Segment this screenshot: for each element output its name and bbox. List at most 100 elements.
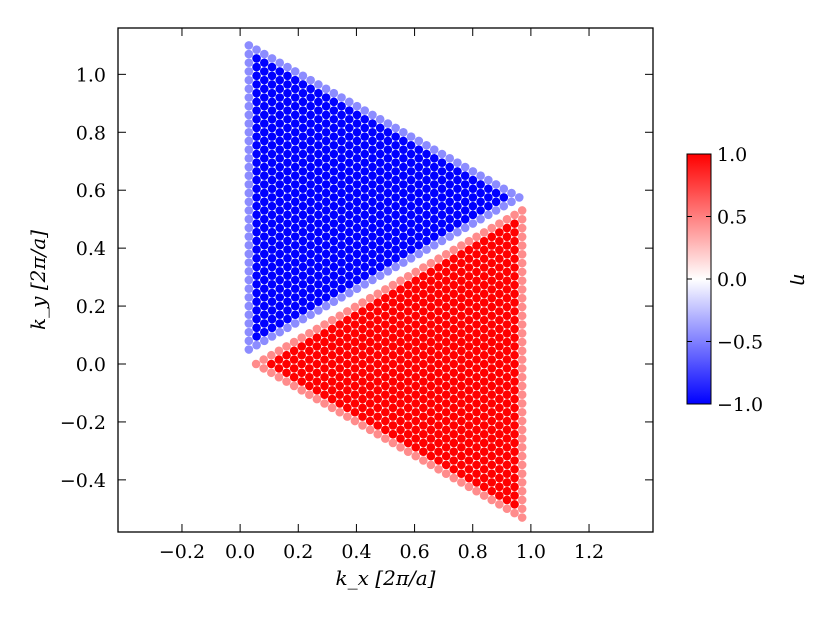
data-point (510, 500, 519, 509)
data-point (298, 184, 308, 194)
data-point (495, 350, 504, 360)
data-point (381, 416, 390, 426)
data-point (320, 399, 329, 408)
data-point (441, 390, 451, 400)
data-point (472, 293, 481, 303)
data-point (479, 421, 489, 430)
data-point (350, 381, 360, 391)
data-point (460, 214, 470, 224)
data-point (259, 214, 269, 224)
data-point (283, 245, 292, 254)
data-point (403, 447, 413, 457)
data-point (426, 267, 436, 277)
data-point (453, 227, 462, 237)
data-point (391, 167, 400, 176)
data-point (411, 443, 421, 452)
data-point (252, 262, 261, 272)
data-point (472, 329, 481, 338)
data-point (275, 67, 285, 76)
data-point (464, 456, 474, 465)
data-point (441, 416, 451, 426)
data-point (244, 93, 254, 102)
data-point (495, 386, 504, 395)
data-point (358, 421, 367, 430)
data-point (314, 210, 323, 220)
data-point (283, 97, 292, 107)
data-point (327, 350, 337, 360)
data-point (457, 364, 466, 373)
data-point (426, 285, 436, 294)
data-point (283, 184, 292, 194)
data-point (352, 284, 362, 293)
data-point (350, 399, 360, 408)
data-point (449, 394, 459, 404)
data-point (290, 171, 300, 181)
data-point (244, 336, 254, 346)
data-point (414, 232, 424, 241)
data-point (406, 227, 416, 237)
data-point (343, 324, 352, 334)
data-point (495, 473, 504, 483)
data-point (344, 219, 354, 228)
data-point (502, 460, 512, 470)
data-point (252, 175, 261, 185)
data-point (391, 158, 400, 167)
y-tick-label: −0.2 (60, 412, 106, 434)
data-point (312, 359, 322, 369)
colorbar-label: η (789, 273, 813, 285)
data-point (426, 302, 436, 312)
data-point (479, 298, 489, 307)
data-point (306, 93, 315, 102)
data-point (399, 188, 408, 198)
data-point (479, 429, 489, 439)
data-point (457, 302, 466, 312)
data-point (391, 262, 400, 272)
data-point (429, 240, 439, 250)
data-point (434, 350, 443, 360)
data-point (344, 262, 354, 272)
data-point (352, 214, 362, 224)
data-point (365, 399, 375, 408)
data-point (449, 315, 459, 325)
data-point (329, 253, 339, 263)
data-point (457, 469, 466, 478)
data-point (403, 324, 413, 334)
data-point (487, 276, 497, 285)
data-point (252, 80, 261, 89)
data-point (267, 132, 277, 141)
data-point (352, 240, 362, 250)
data-point (464, 377, 474, 386)
data-point (283, 271, 292, 280)
data-point (365, 355, 375, 364)
data-point (244, 75, 254, 85)
data-point (464, 254, 474, 264)
data-point (419, 289, 428, 299)
data-point (244, 327, 254, 337)
data-point (449, 263, 459, 272)
data-point (274, 372, 284, 382)
data-point (502, 486, 512, 496)
data-point (479, 386, 489, 395)
data-point (352, 249, 362, 259)
data-point (267, 210, 277, 220)
data-point (434, 377, 443, 386)
data-point (337, 162, 346, 172)
data-point (314, 132, 323, 141)
data-point (396, 443, 405, 452)
data-point (399, 197, 408, 207)
data-point (434, 271, 443, 281)
data-point (267, 123, 277, 133)
data-point (487, 390, 497, 400)
data-point (464, 368, 474, 378)
data-point (502, 346, 512, 356)
data-point (383, 232, 393, 241)
data-point (321, 93, 331, 102)
plot-frame (117, 27, 654, 533)
x-axis-label: k_x [2π/a] (336, 566, 436, 590)
data-point (358, 394, 367, 404)
data-point (282, 368, 291, 378)
data-point (472, 381, 481, 391)
data-point (305, 390, 314, 400)
data-point (375, 167, 385, 176)
data-point (321, 127, 331, 137)
